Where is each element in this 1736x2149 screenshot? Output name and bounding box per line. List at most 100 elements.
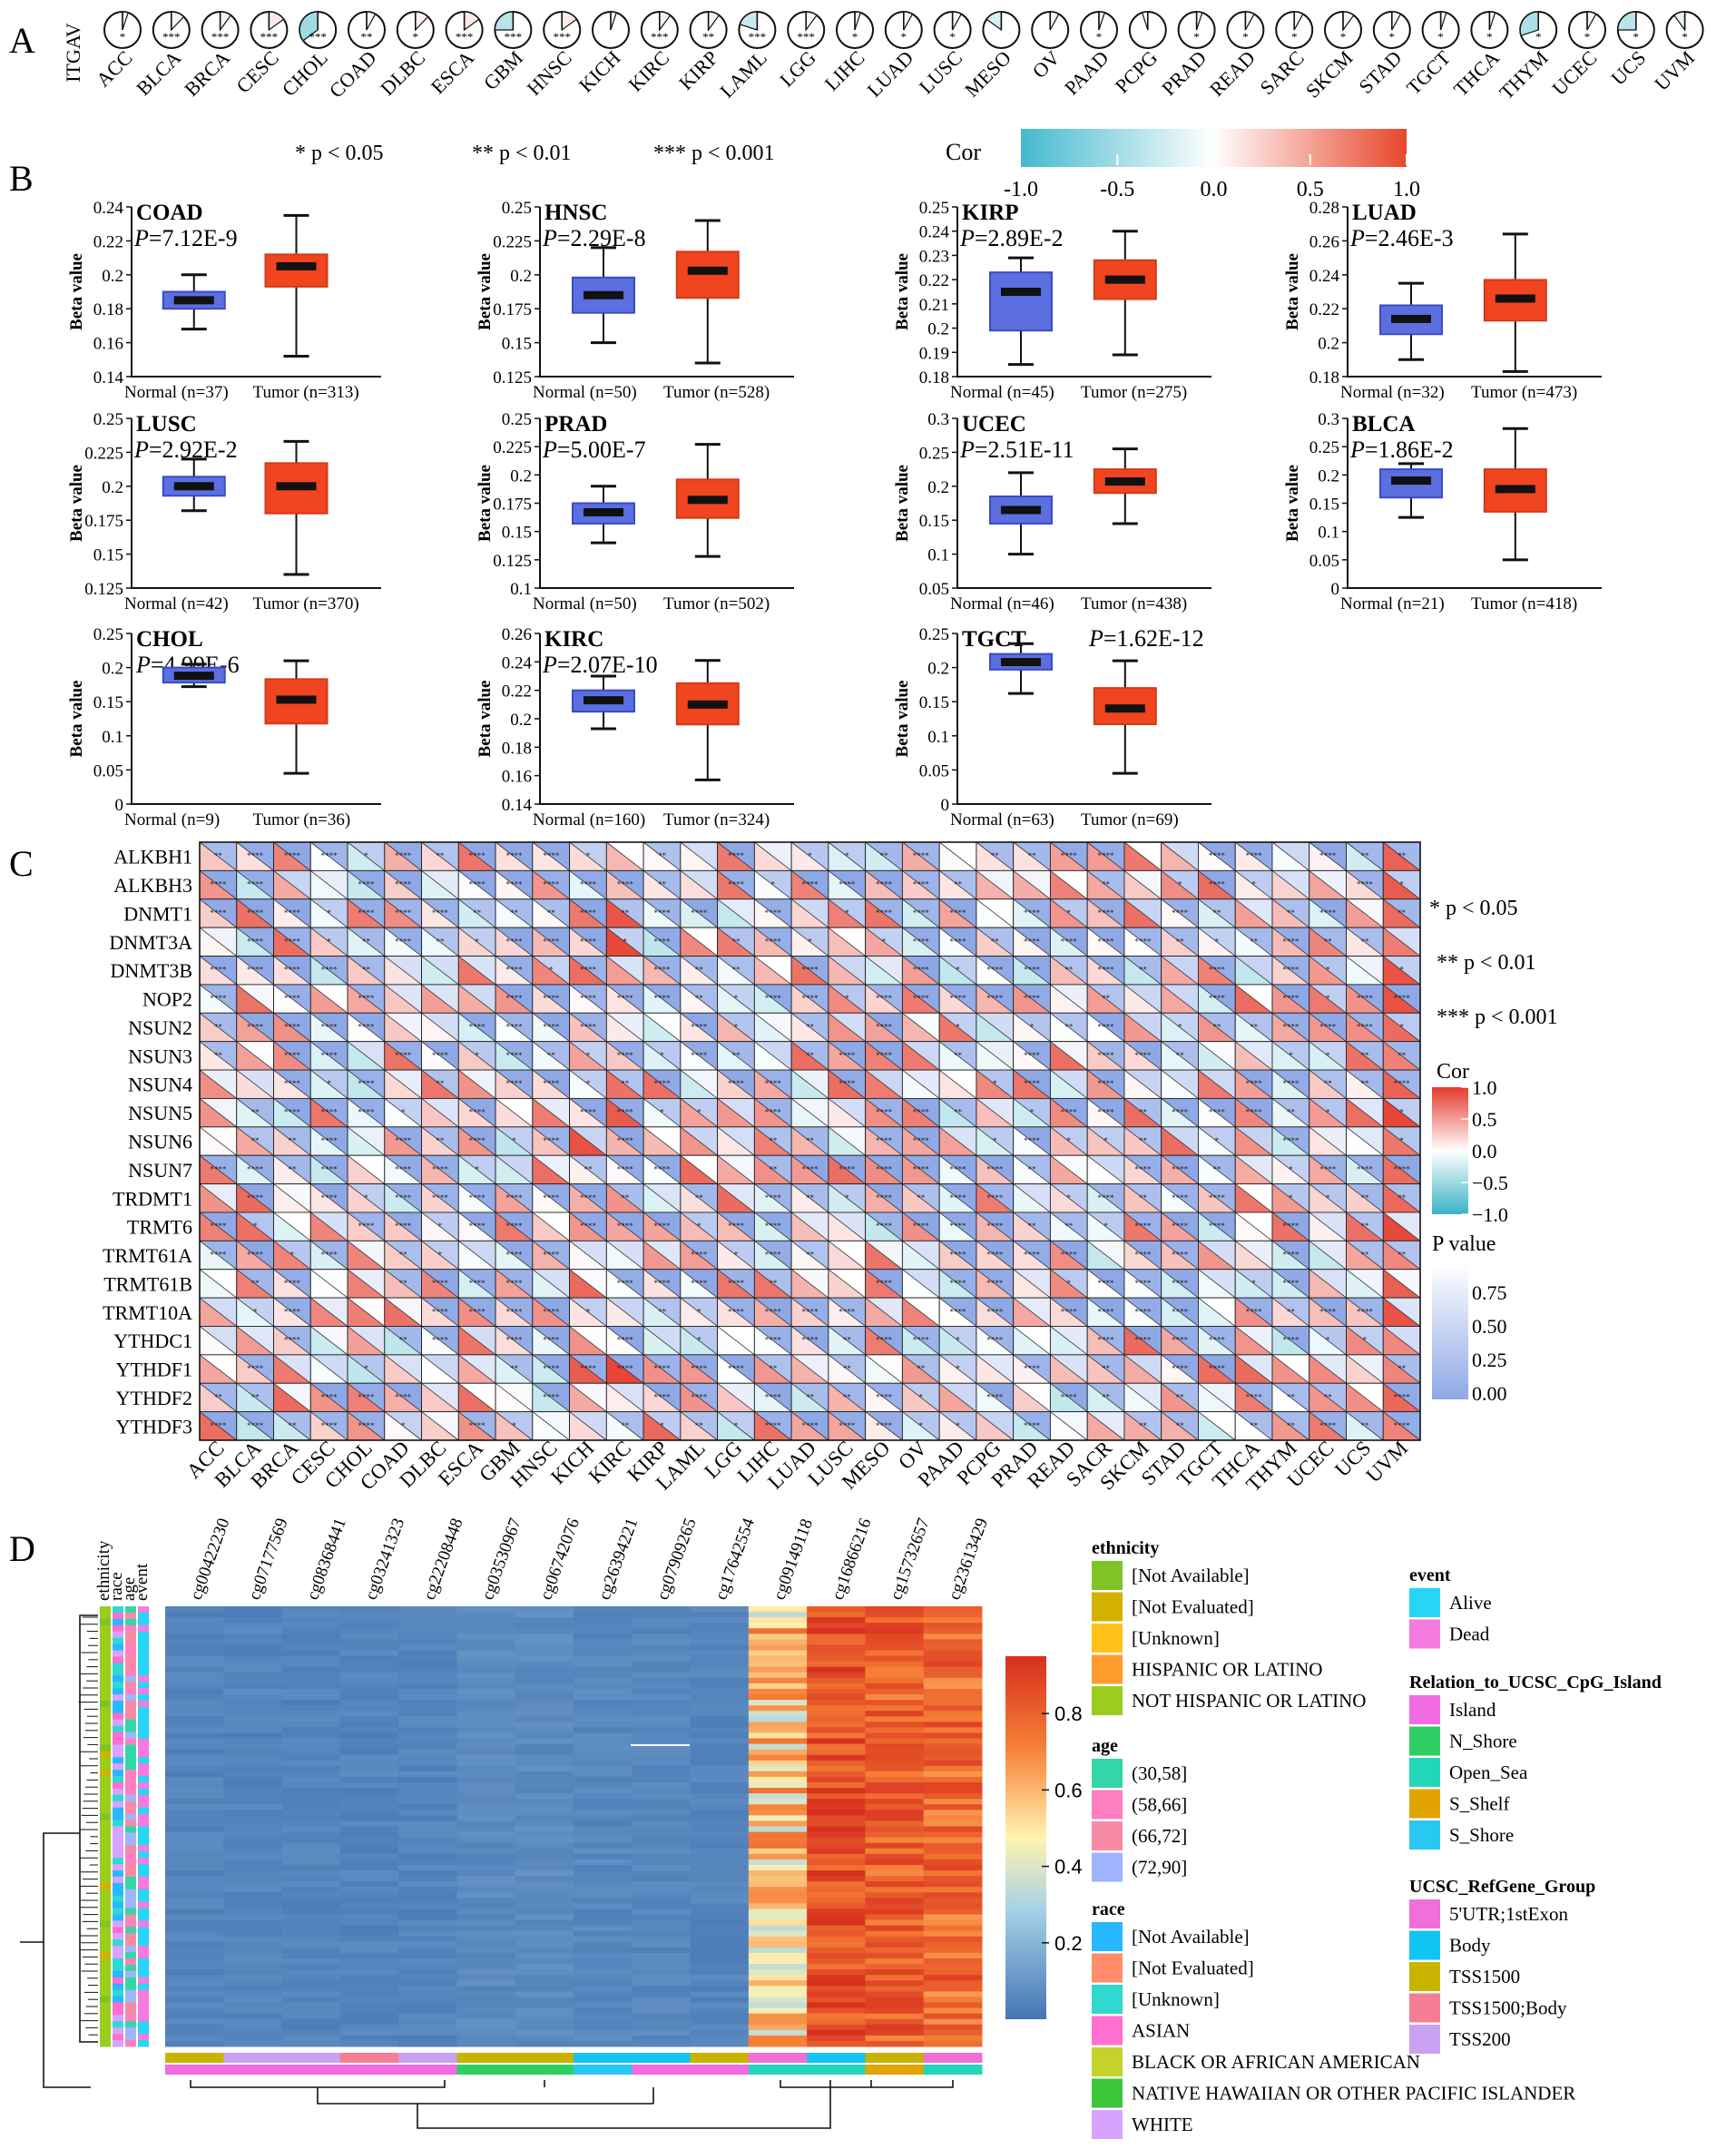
heatmap-cell: **** xyxy=(606,1270,643,1298)
heatmap-cell xyxy=(976,1355,1014,1383)
heatmap-cell xyxy=(458,957,495,985)
heatmap-cell: ** xyxy=(200,1383,237,1411)
cell-stars: ** xyxy=(399,1251,408,1260)
heatmap-cell xyxy=(791,1212,829,1241)
heatmap-cell: **** xyxy=(458,1098,495,1126)
y-tick-label: 0.15 xyxy=(502,524,532,543)
heatmap-cell: ** xyxy=(422,842,459,870)
heatmap-cell: **** xyxy=(606,1042,643,1070)
heatmap-cell: **** xyxy=(1087,1098,1124,1126)
heatmap-cell: **** xyxy=(1198,842,1235,870)
heatmap-cell: **** xyxy=(274,1042,311,1070)
y-tick-label: 0.25 xyxy=(919,625,949,644)
heatmap-cell xyxy=(1198,1270,1235,1298)
heatmap-cell xyxy=(754,1013,791,1041)
cell-stars: * xyxy=(845,994,849,1003)
heatmap-cell xyxy=(200,927,237,956)
track-cell xyxy=(113,2040,123,2046)
track-cell xyxy=(100,2027,111,2034)
heatmap-cell: ** xyxy=(718,957,755,985)
cell-stars: **** xyxy=(1134,1222,1152,1231)
y-tick-label: 0.2 xyxy=(510,466,532,486)
heatmap-cell: **** xyxy=(1124,1326,1162,1354)
heatmap-cell: **** xyxy=(606,985,643,1013)
track-cell xyxy=(138,1971,149,1977)
cell-stars: ** xyxy=(806,1022,815,1031)
heatmap-cell: ** xyxy=(1087,870,1124,898)
heatmap-cell: ** xyxy=(681,1184,718,1212)
heatmap-cell: **** xyxy=(1050,1098,1087,1126)
heatmap-cell: **** xyxy=(1124,1270,1162,1298)
heatmap-cell xyxy=(200,1098,237,1126)
cell-stars: ** xyxy=(1360,1251,1369,1260)
cell-stars: ** xyxy=(399,1279,408,1288)
heatmap-cell: **** xyxy=(866,1270,903,1298)
heatmap-cell xyxy=(200,1127,237,1155)
heatmap-cell: **** xyxy=(385,1184,422,1212)
heatmap-cell: **** xyxy=(1346,985,1383,1013)
cell-stars: **** xyxy=(765,1251,782,1260)
track-cell xyxy=(100,1638,111,1644)
probe-heatmap xyxy=(165,1606,983,2047)
track-cell xyxy=(138,1789,149,1795)
heatmap-cell: **** xyxy=(1124,1155,1162,1183)
cell-stars: **** xyxy=(765,994,782,1003)
cell-stars: **** xyxy=(321,851,338,860)
cell-stars: **** xyxy=(617,1364,634,1373)
cell-stars: **** xyxy=(210,1164,227,1173)
y-tick-label: 0.14 xyxy=(93,368,124,388)
track-cell xyxy=(113,1701,123,1707)
cell-stars: ** xyxy=(436,1136,445,1145)
heatmap-cell: **** xyxy=(976,1383,1014,1411)
cell-stars: ** xyxy=(510,908,519,917)
cell-stars: **** xyxy=(321,1193,338,1202)
cell-stars: **** xyxy=(1394,994,1411,1003)
heatmap-cell: **** xyxy=(458,1184,495,1212)
normal-label: Normal (n=46) xyxy=(950,594,1054,613)
track-cell xyxy=(138,1845,149,1851)
median-bar xyxy=(1391,476,1431,485)
cell-stars: ** xyxy=(806,1251,815,1260)
heatmap-cell: **** xyxy=(1346,870,1383,898)
cell-stars: **** xyxy=(1209,880,1226,889)
cell-stars: **** xyxy=(321,1051,338,1060)
heatmap-cell: **** xyxy=(237,1412,274,1440)
heatmap-cell xyxy=(1309,1355,1347,1383)
cell-stars: **** xyxy=(395,937,412,946)
heatmap-cell xyxy=(458,1326,495,1354)
track-cell xyxy=(125,2015,136,2021)
track-cell xyxy=(138,1682,149,1688)
heatmap-cell xyxy=(570,1326,607,1354)
heatmap-cell xyxy=(606,1383,643,1411)
cell-stars: **** xyxy=(358,1079,375,1088)
heatmap-cell xyxy=(1235,985,1272,1013)
cell-stars: ** xyxy=(880,851,889,860)
heatmap-cell xyxy=(348,1127,385,1155)
heatmap-cell: * xyxy=(939,1326,976,1354)
track-cell xyxy=(100,1625,111,1632)
heatmap-cell xyxy=(1087,1412,1124,1440)
heatmap-cell: **** xyxy=(495,1070,533,1098)
cell-stars: **** xyxy=(1282,1251,1300,1260)
heatmap-cell: * xyxy=(829,1184,866,1212)
cell-stars: **** xyxy=(913,966,930,975)
track-cell xyxy=(125,1952,136,1958)
heatmap-cell xyxy=(718,1184,755,1212)
heatmap-cell: **** xyxy=(458,1013,495,1041)
cell-stars: * xyxy=(956,1022,960,1031)
y-tick-label: 0.24 xyxy=(502,653,533,672)
chart-title: KIRP xyxy=(962,201,1019,225)
heatmap-cell: * xyxy=(1272,1155,1309,1183)
cell-stars: ** xyxy=(621,908,630,917)
cell-stars: * xyxy=(586,851,591,860)
panel-a-letter: A xyxy=(9,20,35,61)
cell-stars: **** xyxy=(1098,1022,1115,1031)
track-cell xyxy=(138,1776,149,1782)
gene-label-trmt10a: TRMT10A xyxy=(103,1301,192,1324)
gene-label-dnmt3a: DNMT3A xyxy=(109,931,192,954)
track-cell xyxy=(113,1801,123,1808)
track-cell xyxy=(125,1675,136,1682)
cell-stars: ** xyxy=(1212,1022,1221,1031)
cell-stars: **** xyxy=(653,1279,671,1288)
heatmap-cell: ** xyxy=(1124,1412,1162,1440)
